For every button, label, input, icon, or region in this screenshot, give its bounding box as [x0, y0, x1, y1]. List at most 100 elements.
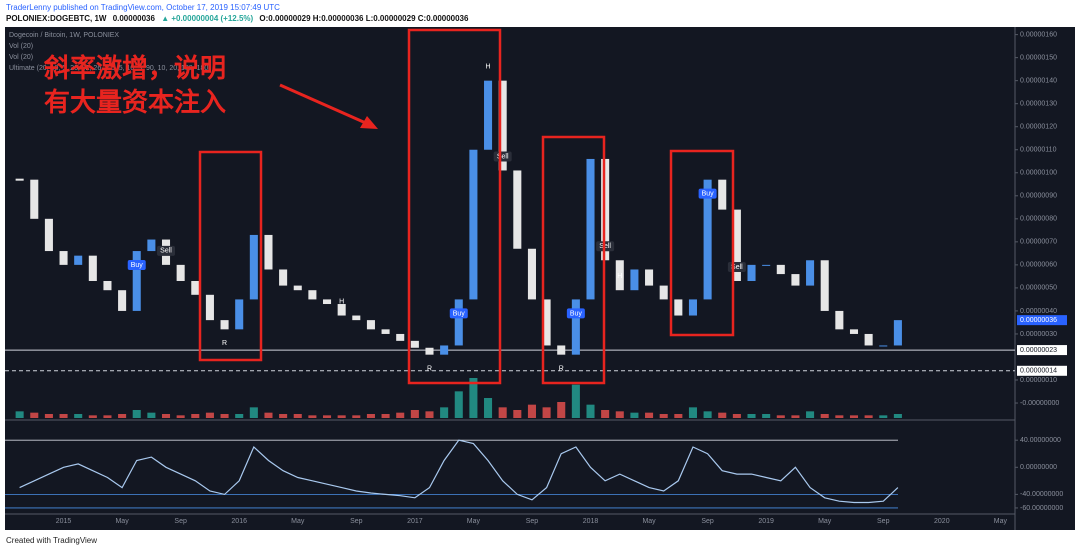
volume-bar [732, 414, 741, 418]
oscillator-line [19, 439, 899, 504]
candle [557, 345, 566, 355]
signal-label: Sell [160, 248, 172, 255]
candle [323, 299, 332, 305]
signal-label: Buy [570, 310, 583, 317]
highlight-boxes [198, 28, 735, 385]
volume-bar [806, 411, 815, 418]
x-tick-label: Sep [877, 518, 890, 525]
candle [879, 345, 888, 347]
candle [176, 264, 185, 281]
volume-bar [849, 415, 859, 418]
volume-bar [132, 410, 141, 418]
change: ▲ +0.00000004 (+12.5%) [161, 14, 254, 23]
candle [308, 290, 317, 300]
candle [191, 280, 200, 295]
signal-label: H [339, 298, 344, 305]
volume-bar [879, 415, 888, 418]
volume-bar [44, 414, 53, 418]
candle [396, 333, 405, 341]
x-tick-label: 2016 [231, 518, 247, 525]
author-line: TraderLenny published on TradingView.com… [6, 3, 280, 12]
annotation: 斜率激增，说明 [43, 53, 226, 83]
candle [30, 179, 39, 219]
signal-badge [157, 245, 176, 256]
volume-bar [498, 407, 507, 418]
volume-bar [103, 415, 112, 418]
y2-tick-label: 0.00000000 [1020, 464, 1057, 471]
candle [835, 310, 844, 330]
volume-bar [615, 411, 624, 418]
y-tick-label: 0.00000100 [1020, 170, 1057, 177]
arrow [279, 83, 378, 129]
candle [366, 320, 375, 330]
volume-bar [513, 410, 522, 418]
candle [220, 320, 229, 330]
volume-bar [469, 378, 478, 418]
last-price-label: 0.00000036 [1020, 317, 1057, 324]
candle [279, 269, 288, 286]
volume-bar [235, 414, 244, 418]
y-tick-label: 0.00000140 [1020, 78, 1057, 85]
candle [235, 299, 244, 330]
y2-tick-label: -40.00000000 [1020, 491, 1063, 498]
signal-label: Buy [131, 262, 144, 269]
x-tick-label: May [291, 518, 305, 525]
y-tick-label: -0.00000000 [1020, 400, 1059, 407]
candle [454, 299, 463, 346]
highlight-box [541, 135, 606, 385]
candle [630, 269, 639, 291]
candle [293, 285, 302, 291]
volume-bar [381, 414, 390, 418]
x-tick-label: May [467, 518, 481, 525]
volume-bar [74, 414, 83, 418]
footer: Created with TradingView [6, 536, 98, 545]
x-tick-label: 2019 [758, 518, 774, 525]
y-tick-label: 0.00000160 [1020, 31, 1057, 38]
volume-bar [674, 414, 683, 418]
signal-label: Sell [731, 264, 743, 271]
volume-bar [762, 414, 771, 418]
volume-bar [88, 415, 97, 418]
volume-bar [249, 407, 258, 418]
volume-bar [264, 412, 273, 418]
signal-label: R [427, 366, 432, 373]
x-tick-label: May [818, 518, 832, 525]
candle [205, 294, 214, 321]
signal-label: Buy [702, 191, 715, 198]
candle [703, 179, 712, 300]
volume-bar [630, 412, 639, 418]
volume-bar [279, 414, 288, 418]
volume-bar [557, 402, 566, 418]
symbol-line: POLONIEX:DOGEBTC, 1W 0.00000036 ▲ +0.000… [6, 14, 472, 23]
volume-bar [366, 414, 375, 418]
candle [864, 333, 873, 346]
y-tick-label: 0.00000130 [1020, 101, 1057, 108]
x-tick-label: Sep [701, 518, 714, 525]
candle [352, 315, 361, 321]
candle [571, 299, 580, 355]
candle [747, 264, 756, 281]
legend-line: Ultimate (20, 10, 5, 26, 52, 26, 2.5, 5,… [9, 65, 211, 72]
y2-tick-label: 40.00000000 [1020, 437, 1061, 444]
volume-bar [396, 412, 405, 418]
volume-bar [352, 415, 361, 418]
price: 0.00000036 [112, 14, 155, 23]
x-tick-label: 2017 [407, 518, 423, 525]
candle [249, 234, 258, 300]
x-tick-label: Sep [350, 518, 363, 525]
x-tick-label: 2020 [934, 518, 950, 525]
y-tick-label: 0.00000110 [1020, 147, 1057, 154]
legend-line: Vol (20) [9, 43, 33, 50]
volume-bar [161, 414, 171, 418]
signal-badge [493, 151, 512, 162]
candle [659, 285, 668, 300]
y-tick-label: 0.00000090 [1020, 193, 1057, 200]
candle [147, 239, 156, 252]
signal-badge [127, 260, 146, 271]
signal-badge [449, 308, 468, 319]
volume-bar [747, 414, 756, 418]
volume-bar [191, 414, 200, 418]
x-tick-label: May [642, 518, 656, 525]
candle [59, 251, 68, 265]
symbol: POLONIEX:DOGEBTC, 1W [6, 14, 107, 23]
